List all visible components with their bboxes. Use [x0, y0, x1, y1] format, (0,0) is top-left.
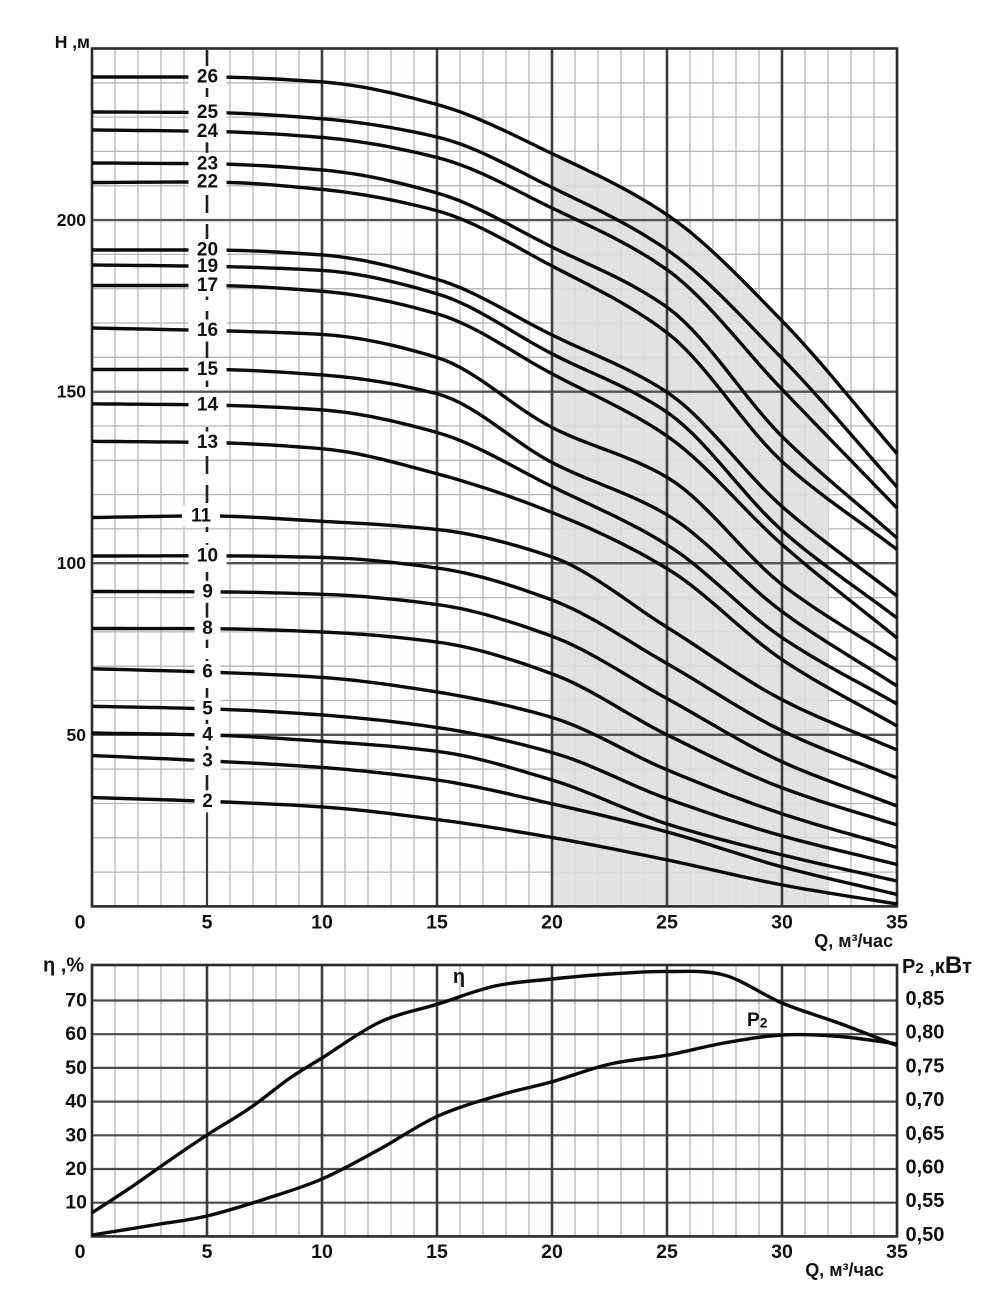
- svg-text:22: 22: [197, 172, 218, 193]
- svg-text:6: 6: [202, 662, 213, 683]
- svg-text:35: 35: [886, 912, 908, 934]
- svg-text:30: 30: [771, 912, 793, 934]
- svg-text:0,80: 0,80: [906, 1022, 945, 1044]
- svg-text:2: 2: [202, 791, 213, 812]
- svg-text:40: 40: [65, 1091, 87, 1113]
- svg-text:20: 20: [541, 912, 563, 934]
- svg-text:0,50: 0,50: [906, 1224, 945, 1246]
- svg-text:17: 17: [197, 275, 218, 296]
- svg-text:70: 70: [65, 990, 87, 1012]
- svg-text:26: 26: [197, 67, 218, 88]
- svg-text:4: 4: [202, 725, 213, 746]
- svg-text:0,75: 0,75: [906, 1055, 945, 1077]
- svg-text:20: 20: [541, 1241, 563, 1263]
- svg-text:0,60: 0,60: [906, 1157, 945, 1179]
- svg-text:30: 30: [65, 1124, 87, 1146]
- svg-text:0,55: 0,55: [906, 1190, 945, 1212]
- svg-text:19: 19: [197, 256, 218, 277]
- svg-text:Q, м³/час: Q, м³/час: [805, 1260, 884, 1280]
- svg-text:100: 100: [57, 553, 86, 573]
- svg-text:5: 5: [202, 1241, 213, 1263]
- svg-text:9: 9: [202, 581, 213, 602]
- svg-text:Q, м³/час: Q, м³/час: [814, 931, 893, 951]
- svg-text:35: 35: [886, 1241, 908, 1263]
- svg-text:150: 150: [57, 382, 86, 402]
- svg-text:0,65: 0,65: [906, 1123, 945, 1145]
- svg-text:200: 200: [57, 210, 86, 230]
- svg-text:5: 5: [202, 698, 213, 719]
- svg-text:5: 5: [202, 912, 213, 934]
- svg-text:25: 25: [656, 1241, 678, 1263]
- svg-text:30: 30: [771, 1241, 793, 1263]
- svg-text:16: 16: [197, 320, 218, 341]
- svg-text:η: η: [453, 966, 465, 988]
- svg-text:15: 15: [426, 1241, 448, 1263]
- svg-text:10: 10: [311, 1241, 333, 1263]
- svg-text:13: 13: [197, 432, 218, 453]
- svg-text:η ,%: η ,%: [43, 955, 84, 977]
- svg-text:20: 20: [65, 1158, 87, 1180]
- svg-text:8: 8: [202, 618, 213, 639]
- svg-text:50: 50: [65, 1057, 87, 1079]
- svg-text:P2 ,кВт: P2 ,кВт: [902, 952, 972, 979]
- svg-text:0: 0: [75, 912, 86, 934]
- svg-text:60: 60: [65, 1023, 87, 1045]
- svg-text:15: 15: [197, 359, 219, 380]
- svg-text:50: 50: [67, 725, 87, 745]
- svg-text:10: 10: [65, 1192, 87, 1214]
- svg-text:11: 11: [191, 506, 212, 527]
- svg-text:20: 20: [197, 240, 218, 261]
- svg-text:25: 25: [197, 102, 219, 123]
- svg-text:10: 10: [311, 912, 333, 934]
- svg-text:P2: P2: [747, 1010, 768, 1031]
- svg-text:3: 3: [202, 750, 213, 771]
- svg-text:0,70: 0,70: [906, 1089, 945, 1111]
- svg-text:H ,м: H ,м: [55, 32, 90, 52]
- svg-text:15: 15: [426, 912, 448, 934]
- svg-text:23: 23: [197, 153, 218, 174]
- svg-text:0,85: 0,85: [906, 988, 945, 1010]
- svg-text:24: 24: [197, 121, 219, 142]
- svg-text:0: 0: [75, 1241, 86, 1263]
- svg-text:25: 25: [656, 912, 678, 934]
- svg-text:10: 10: [197, 545, 218, 566]
- svg-text:14: 14: [197, 395, 219, 416]
